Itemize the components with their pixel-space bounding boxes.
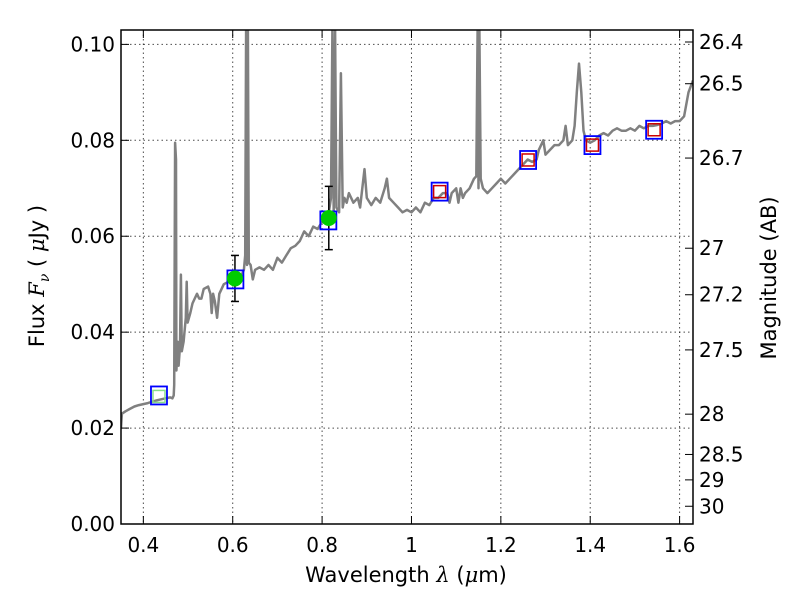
y2-tick-label-5: 27.5 — [699, 338, 744, 362]
y-tick-label-3: 0.06 — [70, 224, 115, 248]
y-tick-label-2: 0.04 — [70, 320, 115, 344]
model-photometry-point-6 — [645, 119, 664, 140]
axis-ticks: 0.4 0.6 0.8 1 1.2 1.4 1.6 0.00 0.02 0.04 0.06 0.08 0… — [70, 30, 743, 557]
model-photometry-point-0 — [150, 385, 168, 406]
x-axis-label: Wavelength λ (μm) — [305, 563, 507, 587]
y-tick-label-5: 0.10 — [70, 32, 115, 56]
y2-axis-label: Magnitude (AB) — [757, 196, 781, 359]
x-tick-label-0: 0.4 — [127, 533, 159, 557]
faint-point-0 — [152, 389, 166, 404]
x-axis-label-symbol: λ — [435, 563, 449, 587]
y-tick-label-0: 0.00 — [70, 512, 115, 536]
model-photometry-point-3 — [430, 181, 449, 202]
y-axis-label-symbol-sub: ν — [37, 273, 53, 282]
red-point-0 — [432, 184, 447, 199]
plot-frame — [120, 29, 694, 525]
y-axis-label-unit-open: ( — [25, 252, 49, 267]
red-point-3 — [647, 123, 661, 137]
y-axis-label-symbol: F — [25, 281, 49, 298]
x-axis-label-unit-open: ( — [450, 563, 465, 587]
y-axis-label-unit-rest: Jy ) — [25, 205, 49, 241]
model-spectrum-line — [121, 30, 693, 429]
grid — [121, 30, 693, 525]
model-spectrum — [121, 30, 693, 429]
x-tick-label-1: 0.6 — [217, 533, 249, 557]
y2-tick-label-6: 28 — [699, 402, 724, 426]
x-axis-label-text: Wavelength — [305, 563, 430, 587]
y2-tick-label-1: 26.5 — [699, 72, 744, 96]
observed-point-0 — [226, 270, 243, 287]
x-tick-label-4: 1.2 — [485, 533, 517, 557]
y2-tick-label-4: 27.2 — [699, 283, 744, 307]
y-axis-label: Flux Fν ( μJy ) — [25, 205, 53, 347]
y2-tick-label-9: 30 — [699, 494, 724, 518]
x-tick-label-2: 0.8 — [306, 533, 338, 557]
y2-tick-label-2: 26.7 — [699, 146, 744, 170]
model-photometry-point-4 — [519, 150, 538, 170]
y-axis-label-unit-mu: μ — [25, 238, 49, 252]
x-tick-label-6: 1.6 — [664, 533, 696, 557]
y-axis-label-text: Flux — [25, 303, 49, 347]
photometry-markers — [150, 119, 664, 406]
x-tick-label-3: 1 — [405, 533, 418, 557]
y2-tick-label-7: 28.5 — [699, 442, 744, 466]
y-tick-label-1: 0.02 — [70, 416, 115, 440]
red-point-1 — [521, 153, 535, 167]
x-axis-label-unit-mu: μ — [465, 563, 479, 587]
x-axis-label-unit-rest: m) — [478, 563, 507, 587]
y2-tick-label-3: 27 — [699, 236, 724, 260]
y2-tick-label-0: 26.4 — [699, 30, 744, 54]
observed-point-1 — [320, 210, 337, 227]
red-point-2 — [585, 138, 600, 152]
y2-tick-label-8: 29 — [699, 468, 724, 492]
x-tick-label-5: 1.4 — [574, 533, 606, 557]
model-photometry-point-5 — [583, 135, 602, 156]
y-tick-label-4: 0.08 — [70, 128, 115, 152]
